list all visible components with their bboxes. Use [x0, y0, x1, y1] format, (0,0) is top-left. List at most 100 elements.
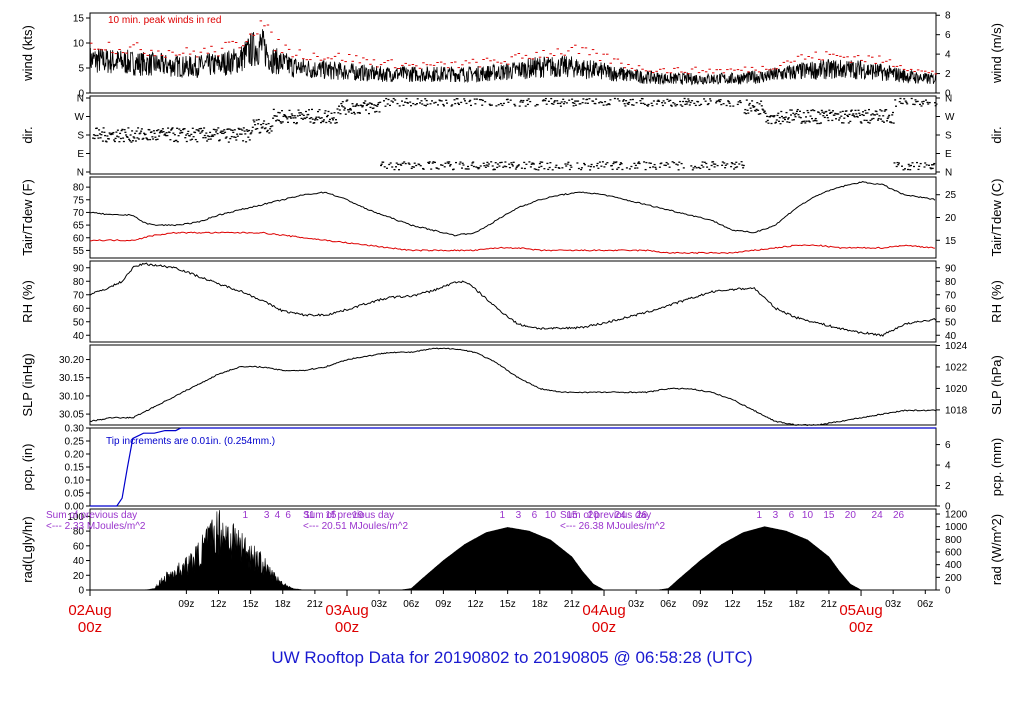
- slp-frame: [89, 344, 937, 426]
- temp-ytick-label-left: 60: [73, 233, 85, 244]
- rh-frame: [89, 260, 937, 343]
- rad-hour-mark: 15: [823, 510, 835, 521]
- rad-ytick-label-right: 800: [945, 535, 962, 546]
- pcp-ytick-label-right: 4: [945, 461, 951, 472]
- dir-ytick-label-right: W: [945, 112, 955, 123]
- pcp-ytick-label-right: 0: [945, 502, 951, 513]
- temp-ytick-label-left: 65: [73, 221, 85, 232]
- rad-series: [90, 509, 936, 591]
- dir-ytick-label-left: N: [77, 94, 84, 105]
- x-tick-label: 09z: [435, 599, 451, 610]
- x-tick-label: 15z: [757, 599, 773, 610]
- rad-sum-line1: Sum of previous day: [303, 510, 394, 521]
- wind-ytick-label-right: 6: [945, 30, 951, 41]
- rad-hour-mark: 24: [615, 510, 627, 521]
- day-label: 03Aug: [325, 602, 368, 619]
- pcp-ytick-label-left: 0.10: [65, 476, 85, 487]
- rad-hour-mark: 3: [773, 510, 779, 521]
- dir-ytick-label-right: N: [945, 94, 952, 105]
- day-label: 05Aug: [839, 602, 882, 619]
- slp-series: [89, 347, 936, 427]
- dir-ytick-label-left: W: [75, 112, 85, 123]
- rh-ytick-label-left: 80: [73, 277, 85, 288]
- x-tick-label: 18z: [789, 599, 805, 610]
- rad-hour-mark: 26: [893, 510, 905, 521]
- wind-ytick-label-left: 5: [78, 64, 84, 75]
- wind-ytick-label-right: 2: [945, 69, 951, 80]
- rh-series: [89, 262, 936, 337]
- rad-sum-line2: <--- 26.38 MJoules/m^2: [560, 521, 665, 532]
- day-label-hour: 00z: [849, 619, 873, 636]
- rh-ytick-label-right: 70: [945, 290, 957, 301]
- x-tick-label: 12z: [467, 599, 483, 610]
- temp-left-label: Tair/Tdew (F): [20, 179, 35, 256]
- rad-hour-mark: 6: [532, 510, 538, 521]
- temp-series-air: [89, 181, 936, 237]
- day-label-hour: 00z: [78, 619, 102, 636]
- temp-ytick-label-left: 75: [73, 195, 85, 206]
- temp-ytick-label-left: 80: [73, 183, 85, 194]
- rad-ytick-label-left: 80: [73, 527, 85, 538]
- rad-hour-mark: 15: [566, 510, 578, 521]
- pcp-ytick-label-left: 0.30: [65, 424, 85, 435]
- slp-ytick-label-right: 1024: [945, 341, 968, 352]
- rad-hour-mark: 1: [500, 510, 506, 521]
- pcp-left-label: pcp. (in): [20, 444, 35, 491]
- dir-ytick-label-right: E: [945, 149, 952, 160]
- x-tick-label: 18z: [532, 599, 548, 610]
- slp-ytick-label-right: 1020: [945, 384, 968, 395]
- rad-hour-mark: 3: [516, 510, 522, 521]
- day-label-hour: 00z: [592, 619, 616, 636]
- rad-ytick-label-left: 20: [73, 571, 85, 582]
- rh-ytick-label-left: 90: [73, 263, 85, 274]
- slp-ytick-label-left: 30.20: [59, 355, 84, 366]
- rad-hour-mark: 1: [757, 510, 763, 521]
- pcp-series: [90, 427, 936, 507]
- slp-ytick-label-left: 30.05: [59, 410, 84, 421]
- rh-ytick-label-right: 90: [945, 263, 957, 274]
- rad-sum-line2: <--- 2.33 MJoules/m^2: [46, 521, 146, 532]
- rad-hour-mark: 6: [789, 510, 795, 521]
- x-tick-label: 12z: [724, 599, 740, 610]
- pcp-ytick-label-right: 6: [945, 440, 951, 451]
- dir-ytick-label-left: S: [77, 131, 84, 142]
- rad-hour-mark: 11: [304, 510, 315, 521]
- rh-ytick-label-left: 70: [73, 290, 85, 301]
- x-tick-label: 06z: [917, 599, 933, 610]
- x-tick-label: 03z: [628, 599, 644, 610]
- rad-ytick-label-left: 100: [67, 512, 84, 523]
- rad-sum-line1: Sum of previous day: [560, 510, 651, 521]
- pcp-annotation: Tip increments are 0.01in. (0.254mm.): [106, 436, 275, 447]
- rad-right-label: rad (W/m^2): [989, 514, 1004, 585]
- pcp-ytick-label-right: 2: [945, 481, 951, 492]
- day-label: 02Aug: [68, 602, 111, 619]
- x-tick-label: 09z: [178, 599, 194, 610]
- x-tick-label: 03z: [371, 599, 387, 610]
- rh-ytick-label-right: 80: [945, 277, 957, 288]
- page-title: UW Rooftop Data for 20190802 to 20190805…: [271, 648, 753, 667]
- rad-hour-mark: 19: [352, 510, 364, 521]
- rad-hour-mark: 6: [285, 510, 291, 521]
- day-label: 04Aug: [582, 602, 625, 619]
- rad-sum-line2: <--- 20.51 MJoules/m^2: [303, 521, 408, 532]
- day-label-hour: 00z: [335, 619, 359, 636]
- wind-ytick-label-right: 8: [945, 11, 951, 22]
- rh-ytick-label-right: 60: [945, 304, 957, 315]
- x-tick-label: 21z: [821, 599, 837, 610]
- x-tick-label: 15z: [500, 599, 516, 610]
- x-tick-label: 06z: [660, 599, 676, 610]
- rh-ytick-label-right: 50: [945, 317, 957, 328]
- slp-ytick-label-right: 1018: [945, 405, 968, 416]
- rad-hour-mark: 3: [264, 510, 270, 521]
- x-tick-label: 21z: [307, 599, 323, 610]
- slp-ytick-label-left: 30.10: [59, 391, 84, 402]
- rad-hour-mark: 15: [325, 510, 337, 521]
- rh-ytick-label-left: 50: [73, 317, 85, 328]
- rad-hour-mark: 20: [845, 510, 857, 521]
- rad-hour-mark: 1: [242, 510, 248, 521]
- slp-ytick-label-right: 1022: [945, 362, 968, 373]
- wind-annotation: 10 min. peak winds in red: [108, 15, 221, 26]
- temp-ytick-label-right: 20: [945, 213, 957, 224]
